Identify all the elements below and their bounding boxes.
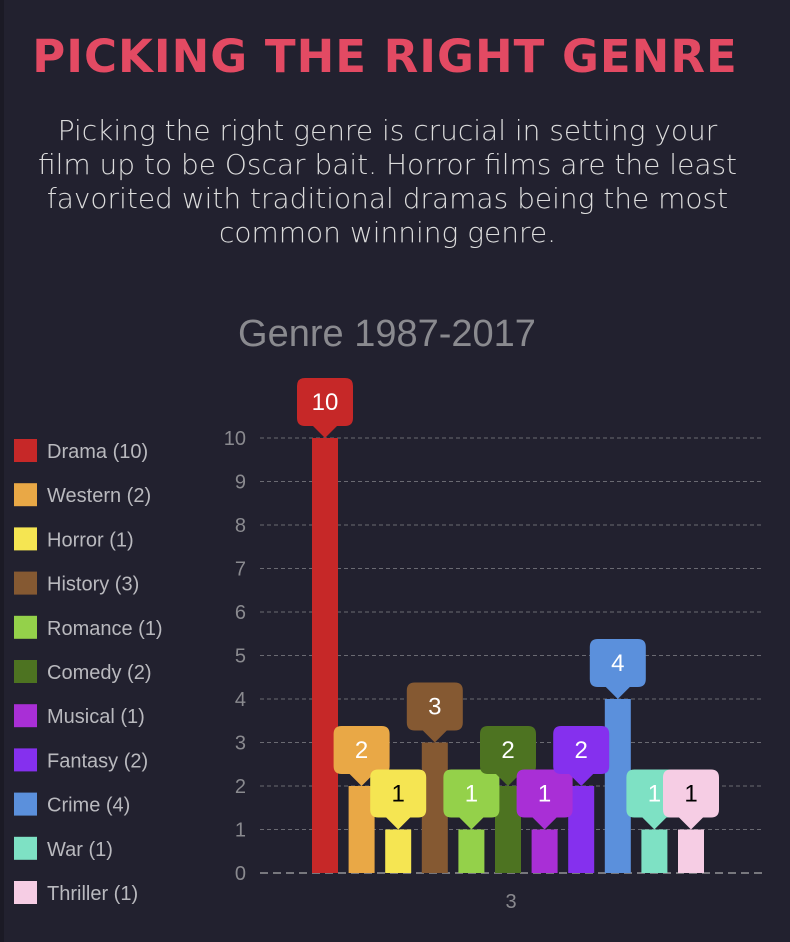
bar-horror[interactable] xyxy=(385,829,412,874)
y-tick-label: 10 xyxy=(224,428,246,450)
legend-swatch xyxy=(14,748,37,772)
data-label-thriller: 1 xyxy=(663,769,719,830)
legend-label: Comedy (2) xyxy=(47,662,151,684)
legend-swatch xyxy=(14,483,37,507)
legend-item-musical[interactable]: Musical (1) xyxy=(14,704,145,728)
legend-item-comedy[interactable]: Comedy (2) xyxy=(14,660,151,684)
data-label-text: 1 xyxy=(392,781,405,808)
legend-item-drama[interactable]: Drama (10) xyxy=(14,439,148,463)
data-label-callout xyxy=(406,682,463,743)
legend-swatch xyxy=(14,836,37,860)
y-tick-label: 5 xyxy=(235,646,246,668)
y-tick-label: 6 xyxy=(235,602,246,624)
legend-label: History (3) xyxy=(47,574,139,596)
bar-romance[interactable] xyxy=(458,829,485,874)
chart-title: Genre 1987-2017 xyxy=(238,313,536,355)
legend-item-romance[interactable]: Romance (1) xyxy=(14,615,163,640)
data-label-crime: 4 xyxy=(589,639,646,699)
y-tick-label: 1 xyxy=(235,820,246,842)
legend-item-history[interactable]: History (3) xyxy=(14,571,139,596)
left-edge xyxy=(0,0,4,942)
y-tick-label: 4 xyxy=(235,689,246,711)
legend-swatch xyxy=(14,615,37,639)
data-label-drama: 10 xyxy=(297,378,353,438)
legend-item-thriller[interactable]: Thriller (1) xyxy=(14,881,138,905)
data-label-callout xyxy=(443,769,500,830)
bar-thriller[interactable] xyxy=(678,829,704,874)
legend-label: Drama (10) xyxy=(47,441,148,463)
legend-label: Romance (1) xyxy=(47,618,163,640)
data-label-text: 2 xyxy=(501,737,514,764)
y-tick-label: 3 xyxy=(235,733,246,755)
legend-label: Fantasy (2) xyxy=(47,750,148,772)
y-tick-label: 9 xyxy=(235,472,246,494)
legend-label: Western (2) xyxy=(47,485,151,507)
data-label-callout xyxy=(663,769,719,830)
data-label-text: 1 xyxy=(648,781,661,808)
data-label-callout xyxy=(370,769,427,830)
legend-label: Horror (1) xyxy=(47,529,134,551)
legend-swatch xyxy=(14,881,37,904)
legend-label: Crime (4) xyxy=(47,795,130,817)
data-label-text: 2 xyxy=(355,737,368,764)
bar-war[interactable] xyxy=(641,829,668,874)
data-label-history: 3 xyxy=(406,682,463,743)
intro-text: Picking the right genre is crucial in se… xyxy=(37,114,738,249)
legend-swatch xyxy=(14,571,37,595)
y-tick-label: 8 xyxy=(235,515,246,537)
bar-drama[interactable] xyxy=(312,438,338,873)
legend-label: Thriller (1) xyxy=(47,883,138,905)
y-tick-label: 0 xyxy=(235,863,246,885)
legend-label: Musical (1) xyxy=(47,706,145,728)
data-label-text: 1 xyxy=(538,781,551,808)
legend-swatch xyxy=(14,439,37,462)
legend-item-western[interactable]: Western (2) xyxy=(14,483,151,507)
data-label-fantasy: 2 xyxy=(553,726,610,786)
page-title: PICKING THE RIGHT GENRE xyxy=(32,30,738,83)
x-tick-label: 3 xyxy=(505,891,516,913)
legend-item-horror[interactable]: Horror (1) xyxy=(14,527,134,551)
legend-item-crime[interactable]: Crime (4) xyxy=(14,792,130,817)
bar-musical[interactable] xyxy=(531,829,558,874)
data-label-text: 2 xyxy=(575,737,588,764)
legend-swatch xyxy=(14,527,37,551)
legend-swatch xyxy=(14,792,37,816)
data-label-callout xyxy=(516,769,573,830)
data-label-callout xyxy=(553,726,610,786)
y-tick-label: 2 xyxy=(235,776,246,798)
data-label-romance: 1 xyxy=(443,769,500,830)
legend-item-fantasy[interactable]: Fantasy (2) xyxy=(14,748,148,772)
legend-label: War (1) xyxy=(47,839,113,861)
data-label-text: 4 xyxy=(611,650,624,677)
data-label-horror: 1 xyxy=(370,769,427,830)
data-label-text: 1 xyxy=(684,781,697,808)
data-label-text: 1 xyxy=(465,781,478,808)
legend-swatch xyxy=(14,704,37,728)
legend-swatch xyxy=(14,660,37,683)
y-tick-label: 7 xyxy=(235,559,246,581)
legend-item-war[interactable]: War (1) xyxy=(14,836,113,861)
data-label-text: 3 xyxy=(428,694,441,721)
data-label-callout xyxy=(297,378,353,438)
data-label-text: 10 xyxy=(312,389,339,416)
data-label-musical: 1 xyxy=(516,769,573,830)
data-label-callout xyxy=(589,639,646,699)
